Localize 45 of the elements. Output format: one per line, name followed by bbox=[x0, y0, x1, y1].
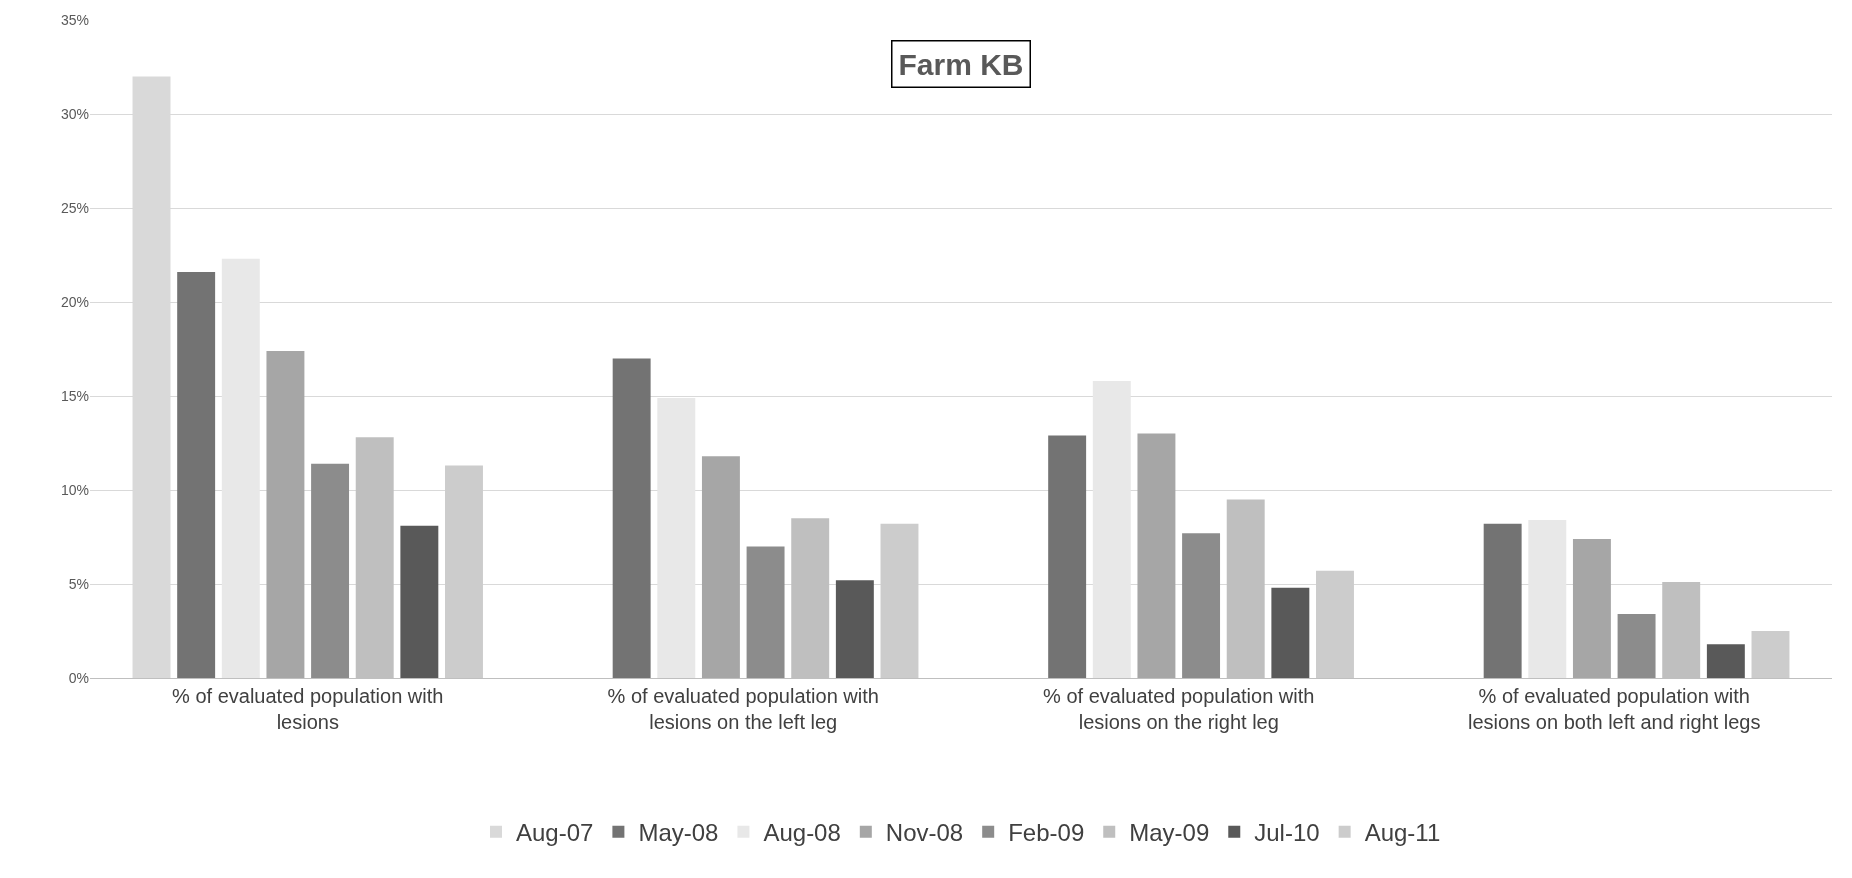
x-tick-label: % of evaluated population with lesions on both left and right legs bbox=[1468, 685, 1761, 733]
bar bbox=[880, 523, 919, 678]
bar bbox=[1182, 533, 1221, 678]
bar bbox=[400, 525, 439, 678]
y-tick-label: 35% bbox=[60, 11, 89, 28]
bar bbox=[835, 580, 874, 678]
y-tick-label: 25% bbox=[60, 199, 89, 216]
bar bbox=[1572, 538, 1611, 678]
bar bbox=[746, 546, 785, 678]
bar bbox=[701, 456, 740, 678]
bar bbox=[1617, 614, 1656, 678]
x-tick-label: % of evaluated population with lesions on the left leg bbox=[607, 685, 879, 733]
bar bbox=[657, 397, 696, 678]
legend-label: Jul-10 bbox=[1254, 819, 1320, 847]
y-tick-label: 10% bbox=[60, 481, 89, 498]
bar bbox=[1271, 587, 1310, 678]
y-tick-label: 0% bbox=[68, 669, 89, 686]
bar bbox=[177, 271, 216, 678]
legend-label: May-08 bbox=[638, 819, 719, 847]
bar bbox=[221, 258, 260, 678]
legend-label: Aug-08 bbox=[763, 819, 841, 847]
legend-label: Nov-08 bbox=[885, 819, 964, 847]
bar bbox=[1137, 433, 1176, 678]
y-tick-label: 15% bbox=[60, 387, 89, 404]
x-tick-label: % of evaluated population with lesions on the right leg bbox=[1043, 685, 1315, 733]
bar bbox=[612, 358, 651, 678]
bar bbox=[266, 350, 305, 678]
y-tick-label: 5% bbox=[68, 575, 89, 592]
bar bbox=[1751, 631, 1790, 678]
legend-label: Feb-09 bbox=[1008, 819, 1085, 847]
bar bbox=[1048, 435, 1087, 678]
legend-label: Aug-07 bbox=[516, 819, 594, 847]
bar bbox=[1706, 644, 1745, 678]
bar bbox=[1483, 523, 1522, 678]
bar bbox=[1528, 520, 1567, 678]
y-tick-label: 30% bbox=[60, 105, 89, 122]
y-tick-label: 20% bbox=[60, 293, 89, 310]
legend-label: May-09 bbox=[1129, 819, 1210, 847]
bar bbox=[311, 463, 350, 678]
bar bbox=[1316, 570, 1354, 678]
text: Farm KB bbox=[898, 47, 1024, 81]
legend-label: Aug-11 bbox=[1364, 819, 1441, 847]
x-tick-label: % of evaluated population with lesions bbox=[172, 685, 444, 733]
bar bbox=[445, 465, 483, 678]
bar bbox=[1092, 380, 1131, 678]
